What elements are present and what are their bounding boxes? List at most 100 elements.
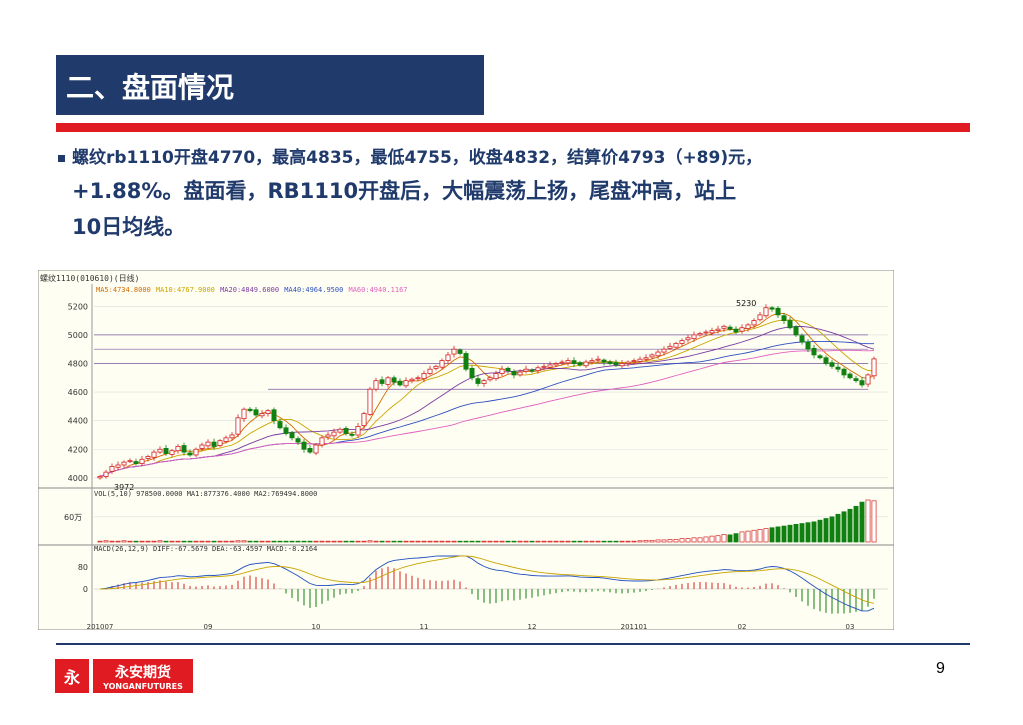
volume-bar [385, 540, 391, 543]
candle [499, 368, 505, 374]
volume-bar [289, 540, 295, 543]
macd-tick-label: 0 [83, 585, 88, 594]
volume-bar [121, 540, 127, 543]
x-axis-label: 03 [846, 623, 855, 630]
volume-legend: VOL(5,10) 978500.0000 MA1:877376.4000 MA… [94, 490, 317, 498]
volume-bar [697, 537, 703, 543]
ma-legend-item: MA60:4940.1167 [349, 286, 408, 294]
price-tick-label: 4200 [68, 445, 88, 454]
volume-bar [445, 540, 451, 543]
candle [103, 471, 109, 477]
price-tick-label: 4400 [68, 417, 88, 426]
volume-bar [295, 540, 301, 543]
candle [193, 448, 199, 456]
ma-line-ma5 [99, 312, 875, 477]
title-underline [56, 123, 970, 132]
volume-bar [691, 537, 697, 543]
volume-bar [397, 540, 403, 543]
candle [469, 367, 475, 379]
volume-bar [379, 540, 385, 543]
volume-bar [361, 540, 367, 543]
candle [241, 408, 247, 420]
candle [775, 307, 781, 316]
candle [247, 408, 253, 412]
volume-bar [619, 540, 625, 543]
candle [169, 450, 175, 455]
volume-bar [763, 528, 769, 543]
candle [403, 380, 409, 387]
candle [859, 380, 865, 386]
candle [703, 331, 709, 334]
volume-bar [355, 540, 361, 543]
candle [139, 458, 145, 464]
slide-title: 二、盘面情况 [66, 71, 235, 104]
macd-legend: MACD(26,12,9) DIFF:-67.5679 DEA:-63.4597… [94, 545, 317, 553]
volume-bar [211, 540, 217, 543]
candle [661, 348, 667, 353]
candle [331, 431, 337, 437]
volume-bar [739, 531, 745, 543]
candle [823, 357, 829, 364]
candle [109, 466, 115, 472]
volume-bar [727, 534, 733, 543]
candle [217, 440, 223, 446]
volume-bar [115, 540, 121, 543]
volume-bar [511, 540, 517, 543]
logo-en-text: YONGANFUTURES [102, 682, 183, 691]
volume-bar [679, 538, 685, 543]
volume-bar [595, 540, 601, 543]
candle [745, 324, 751, 329]
volume-bar [667, 539, 673, 543]
volume-bar [505, 540, 511, 543]
candle [325, 434, 331, 438]
high-annotation: 5230 [736, 299, 756, 308]
volume-bar [331, 540, 337, 543]
candle [205, 441, 211, 447]
candle [259, 413, 265, 417]
candle [235, 417, 241, 435]
volume-bar [433, 540, 439, 543]
candle [757, 314, 763, 321]
volume-bar [577, 540, 583, 543]
candle [151, 451, 157, 458]
candle [505, 367, 511, 372]
candle [307, 448, 313, 453]
candle [355, 425, 361, 436]
candle [853, 378, 859, 382]
price-tick-label: 5200 [68, 302, 88, 311]
candle [487, 377, 493, 381]
candle [523, 368, 529, 372]
ma-legend: MA5:4734.8000 MA10:4767.9000 MA20:4849.600… [96, 286, 408, 294]
volume-bar [451, 540, 457, 543]
volume-bar [535, 540, 541, 543]
x-axis-label: 11 [420, 623, 429, 630]
volume-bar [751, 529, 757, 543]
volume-bar [307, 540, 313, 543]
x-axis-label: 201007 [87, 623, 114, 630]
volume-bar [175, 540, 181, 543]
candle [811, 347, 817, 356]
candle [271, 409, 277, 422]
volume-bar [109, 540, 115, 543]
candle [265, 410, 271, 414]
volume-bar [271, 540, 277, 543]
candle [763, 307, 769, 317]
volume-bar [475, 540, 481, 543]
volume-bar [427, 540, 433, 543]
volume-bar [199, 540, 205, 543]
x-axis-label: 09 [204, 623, 213, 630]
candle [637, 358, 643, 362]
volume-bar [829, 516, 835, 543]
kline-chart: 螺纹1110(010610)(日线) MA5:4734.8000 MA10:476… [37, 269, 895, 631]
volume-bar [637, 540, 643, 543]
candle [421, 373, 427, 380]
volume-bar [769, 527, 775, 543]
price-tick-label: 5000 [68, 331, 88, 340]
volume-bar [547, 540, 553, 543]
macd-tick-label: 80 [78, 563, 88, 572]
candle [847, 373, 853, 379]
volume-bar [223, 540, 229, 543]
candle [799, 335, 805, 343]
volume-bar [349, 540, 355, 543]
volume-bar [415, 540, 421, 543]
